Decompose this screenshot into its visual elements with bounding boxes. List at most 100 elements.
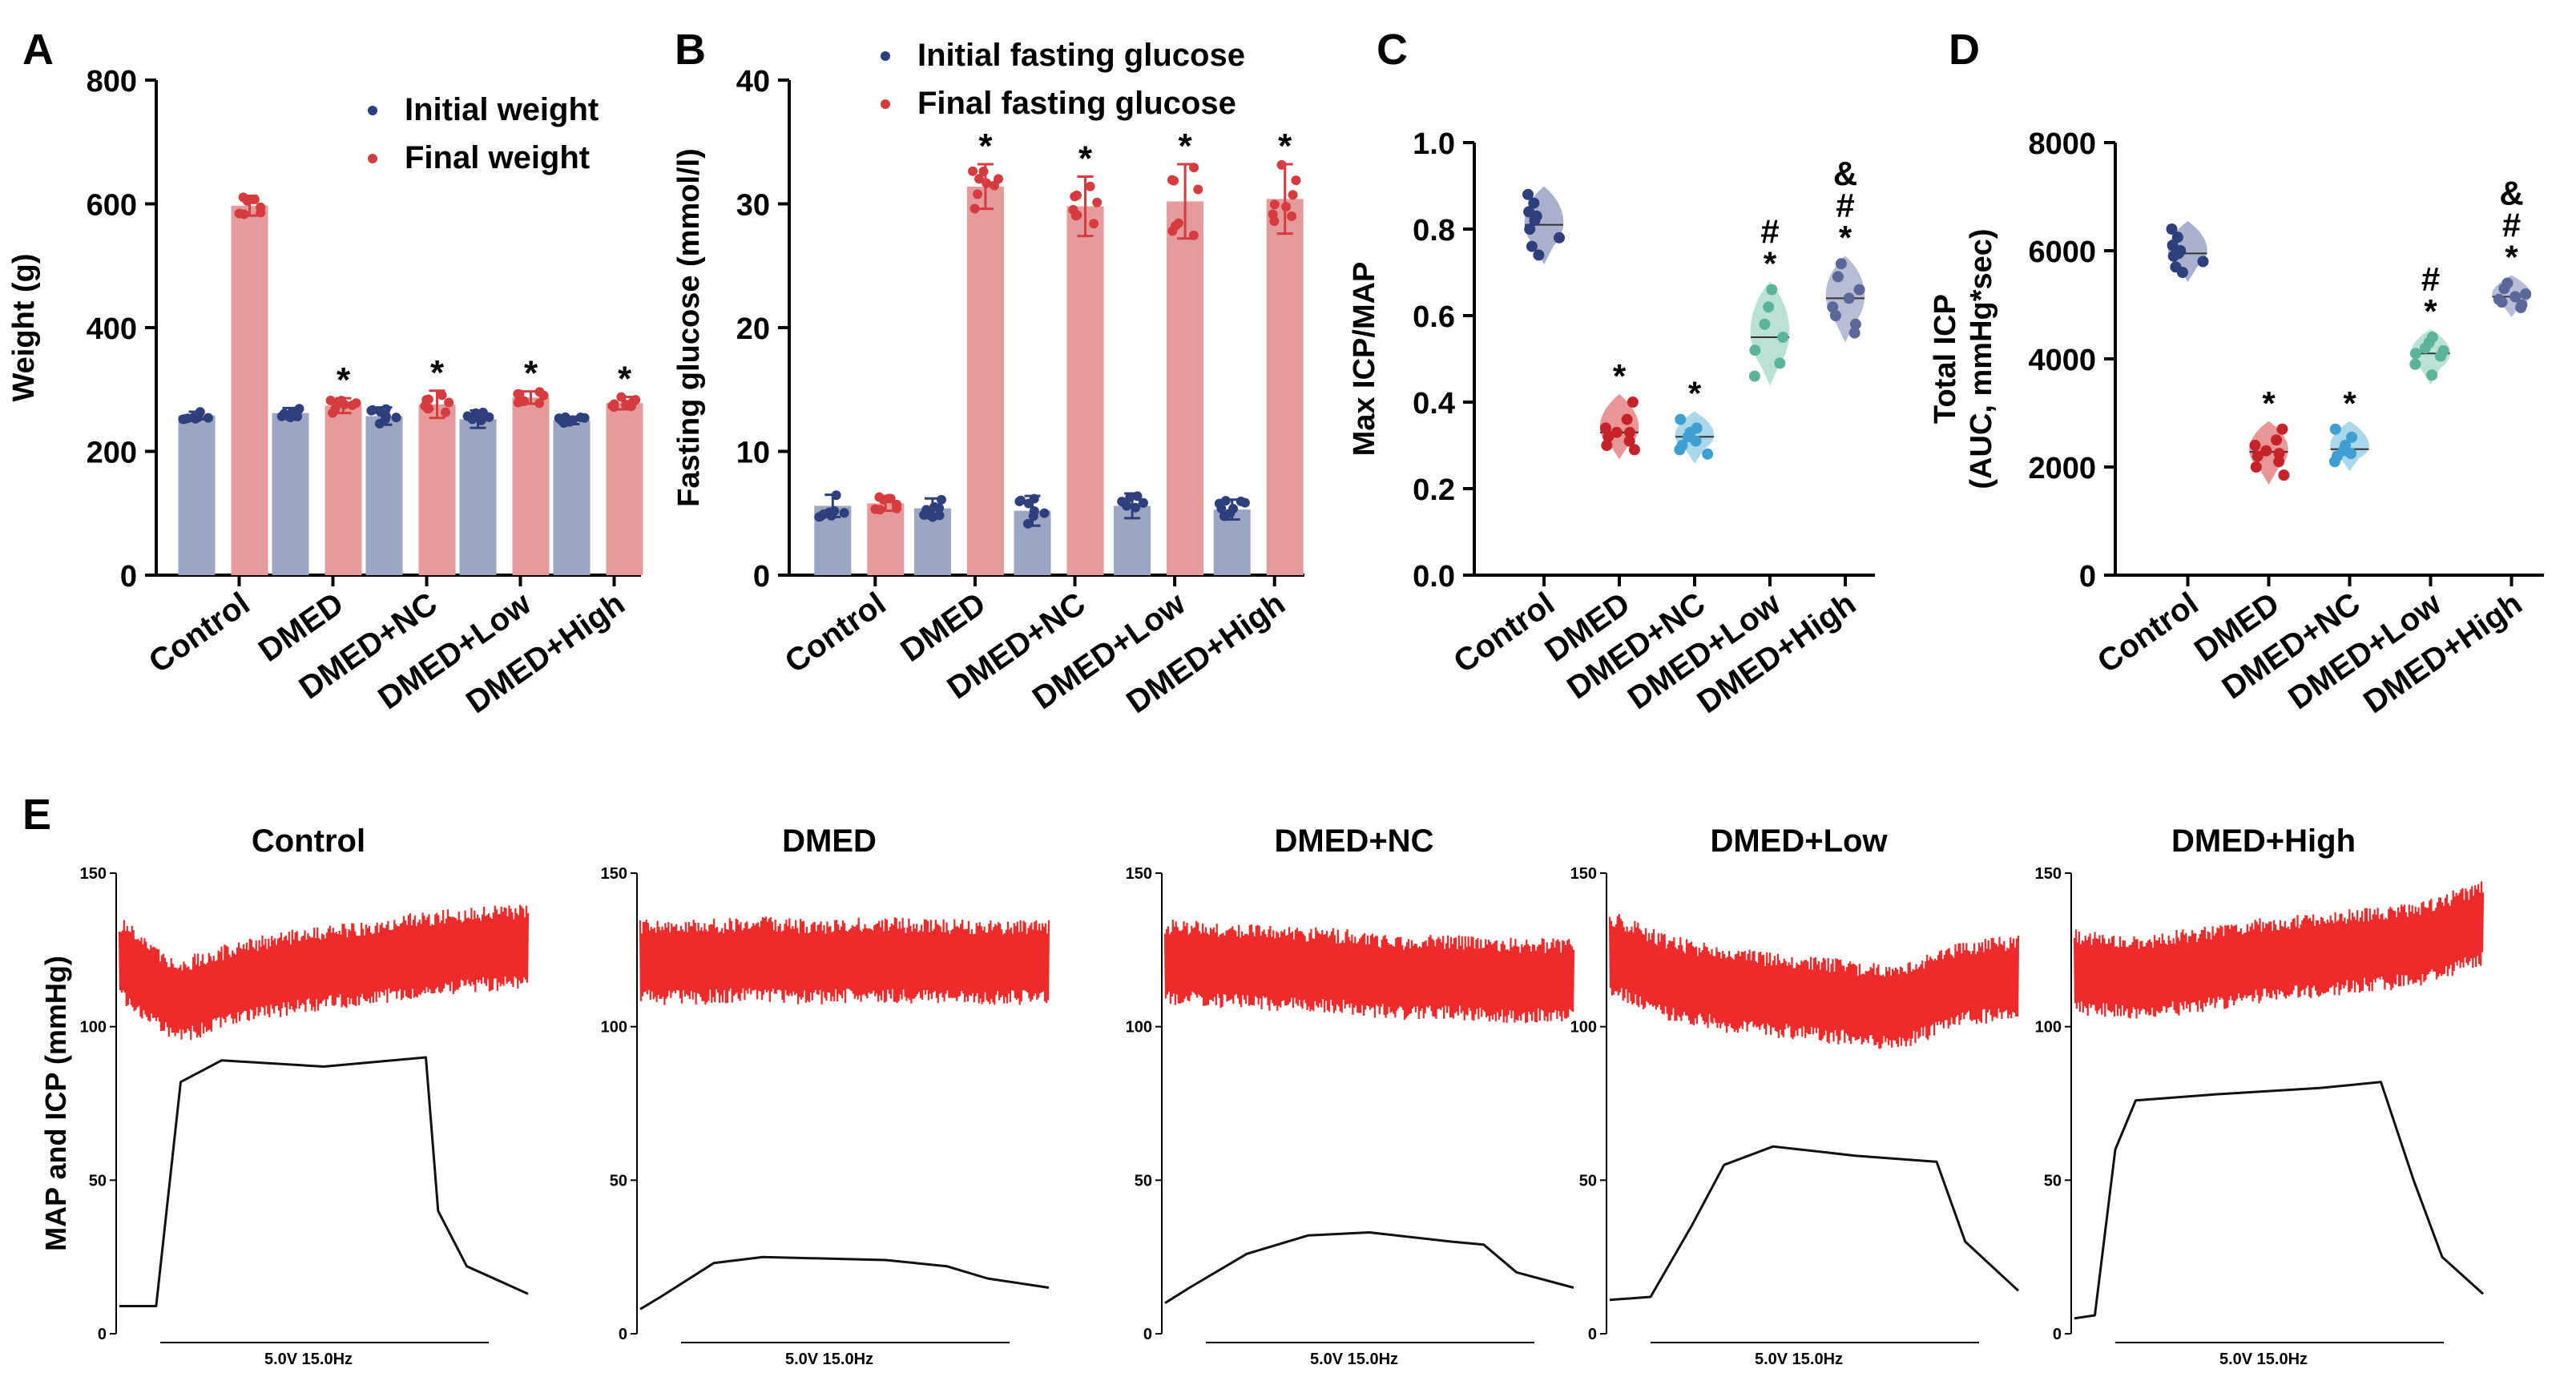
y-tick-label: 8000 [2028, 127, 2096, 161]
data-point [351, 398, 361, 409]
data-point [1522, 188, 1534, 200]
data-point [1524, 223, 1536, 235]
bar [606, 403, 643, 575]
y-tick-label: 50 [610, 1172, 627, 1190]
data-point [514, 389, 525, 399]
data-point [892, 503, 902, 513]
data-point [1287, 211, 1297, 221]
y-tick-label: 150 [1126, 865, 1152, 883]
y-tick-label: 100 [80, 1019, 107, 1037]
panel-c-icp-map-chart: 0.00.20.40.60.81.0* **# *#&ControlDMEDDMED… [1348, 127, 1875, 720]
icp-trace [2074, 1081, 2485, 1320]
data-point [1281, 202, 1292, 212]
data-point [391, 413, 401, 423]
trace-title: DMED+Low [1710, 823, 1888, 859]
data-point [2346, 431, 2358, 443]
data-point [1220, 496, 1231, 506]
y-axis-title: Weight (g) [7, 253, 41, 401]
legend-label: Final weight [405, 140, 590, 175]
data-point [2273, 448, 2285, 460]
y-axis-title: Total ICP [1929, 294, 1962, 424]
data-point [839, 508, 849, 518]
data-point [1748, 370, 1760, 382]
bar [418, 404, 456, 575]
data-point [1849, 318, 1861, 330]
bar [231, 205, 268, 575]
map-trace [1163, 920, 1575, 1024]
y-tick-label: 6000 [2028, 236, 2096, 269]
data-point [1169, 175, 1179, 186]
trace-title: DMED [782, 823, 877, 859]
panel-letter-c: C [1377, 26, 1408, 74]
icp-trace [1609, 1145, 2020, 1302]
data-point [2167, 250, 2179, 262]
data-point [2419, 342, 2431, 354]
data-point [516, 397, 526, 407]
y-tick-label: 0.2 [1413, 473, 1455, 507]
bar [553, 420, 591, 575]
significance-marker: # [2421, 260, 2440, 298]
significance-marker: * [1613, 357, 1627, 395]
data-point [256, 207, 266, 218]
map-trace [118, 904, 530, 1041]
data-point [1528, 197, 1540, 209]
panel-letter-b: B [675, 26, 706, 74]
significance-marker: * [618, 360, 632, 399]
data-point [1022, 518, 1033, 529]
legend-marker [368, 106, 377, 115]
data-point [2278, 469, 2290, 481]
y-tick-label: 0 [2053, 1326, 2062, 1343]
y-tick-label: 150 [601, 865, 627, 883]
data-point [1189, 163, 1199, 173]
stimulation-label: 5.0V 15.0Hz [1310, 1351, 1398, 1368]
data-point [2515, 301, 2527, 313]
bar [325, 405, 362, 575]
data-point [2426, 369, 2438, 381]
bar [459, 419, 497, 575]
y-tick-label: 10 [736, 437, 770, 470]
significance-marker: & [1833, 155, 1857, 192]
data-point [970, 203, 980, 214]
data-point [1276, 159, 1287, 170]
data-point [1225, 508, 1236, 518]
data-point [1674, 444, 1686, 456]
y-tick-label: 0 [2079, 560, 2096, 594]
icp-trace [639, 1255, 1050, 1311]
bar [365, 416, 403, 575]
data-point [190, 413, 200, 424]
panel-letter-a: A [22, 26, 54, 74]
data-point [1763, 301, 1775, 313]
data-point [1553, 232, 1565, 244]
data-point [249, 195, 260, 205]
data-point [1288, 190, 1298, 200]
data-point [1623, 435, 1635, 447]
legend-marker [368, 154, 377, 163]
data-point [437, 390, 447, 401]
y-tick-label: 150 [2035, 865, 2062, 883]
significance-marker: * [2505, 239, 2518, 276]
data-point [1072, 210, 1082, 220]
data-point [1853, 284, 1865, 296]
data-point [1526, 240, 1538, 252]
data-point [2276, 423, 2288, 435]
significance-marker: * [1278, 127, 1292, 166]
panel-letter-d: D [1949, 26, 1980, 74]
data-point [294, 404, 304, 414]
data-point [1131, 502, 1141, 513]
data-point [1533, 249, 1545, 261]
bar [512, 397, 550, 575]
data-point [982, 178, 992, 188]
y-tick-label: 100 [1570, 1019, 1597, 1037]
data-point [2328, 456, 2340, 468]
y-tick-label: 0.4 [1413, 387, 1455, 421]
data-point [2271, 434, 2283, 446]
bar [1066, 206, 1104, 575]
data-point [818, 509, 828, 519]
stimulation-label: 5.0V 15.0Hz [2219, 1351, 2308, 1368]
data-point [2509, 291, 2522, 303]
panel-e-pressure-traces: MAP and ICP (mmHg) Control 0 50 100 150 5.0V 1… [39, 823, 2485, 1368]
data-point [973, 189, 983, 199]
data-point [1085, 181, 1095, 191]
significance-marker: * [1179, 127, 1193, 166]
